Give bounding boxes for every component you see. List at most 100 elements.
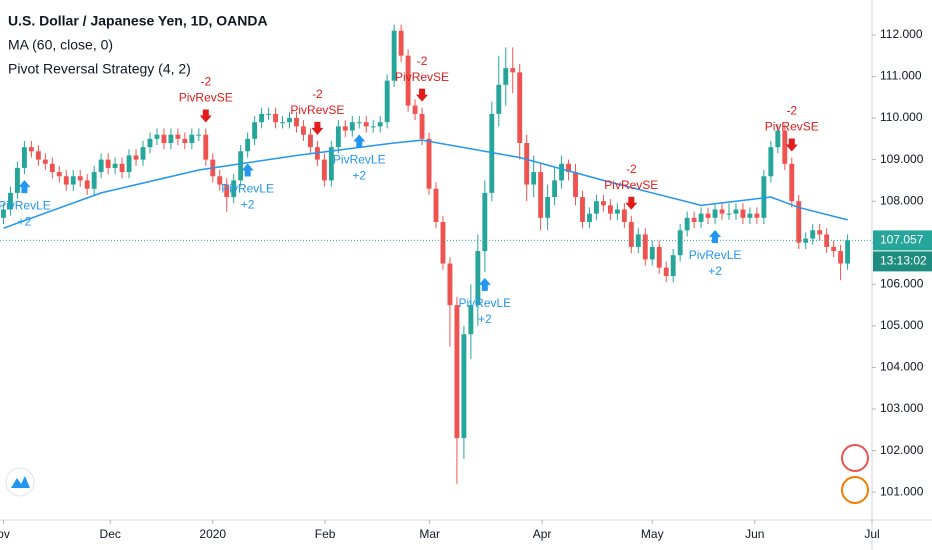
candle-body bbox=[405, 55, 411, 106]
y-tick-label: 111.000 bbox=[880, 69, 922, 83]
logo[interactable] bbox=[5, 467, 35, 497]
candle-body bbox=[524, 142, 530, 185]
candle-body bbox=[614, 209, 620, 214]
candle-body bbox=[768, 147, 774, 177]
candle-body bbox=[294, 118, 299, 127]
short-arrow bbox=[416, 88, 429, 102]
x-tick-label: Apr bbox=[533, 527, 552, 541]
candle-body bbox=[356, 122, 362, 124]
signal-label: PivRevSE bbox=[604, 178, 658, 192]
candle-body bbox=[649, 246, 655, 260]
signal-qty: -2 bbox=[786, 104, 797, 118]
candle-body bbox=[8, 192, 13, 210]
signal-label: PivRevLE bbox=[221, 182, 274, 196]
short-arrow bbox=[311, 121, 324, 135]
signal-qty: +2 bbox=[352, 169, 366, 183]
chart-title: U.S. Dollar / Japanese Yen, 1D, OANDA bbox=[8, 13, 268, 29]
indicator-label: Pivot Reversal Strategy (4, 2) bbox=[8, 61, 191, 77]
candle-body bbox=[126, 155, 132, 173]
candle-body bbox=[377, 122, 383, 127]
last-price-label: 107.057 bbox=[880, 233, 924, 247]
indicator-label: MA (60, close, 0) bbox=[8, 37, 113, 53]
signal-qty: -2 bbox=[312, 87, 323, 101]
signal-label: PivRevSE bbox=[179, 91, 233, 105]
x-tick-label: Dec bbox=[100, 527, 121, 541]
candle-body bbox=[482, 192, 488, 252]
signal-qty: +2 bbox=[478, 312, 492, 326]
long-arrow bbox=[353, 134, 366, 148]
candle-body bbox=[259, 113, 265, 123]
countdown-box bbox=[873, 251, 932, 272]
candle-body bbox=[301, 126, 306, 135]
candle-body bbox=[635, 234, 641, 247]
candle-body bbox=[761, 176, 767, 218]
y-tick-label: 102.000 bbox=[880, 443, 924, 457]
candle-body bbox=[468, 305, 474, 335]
candle-body bbox=[559, 163, 565, 181]
candle-body bbox=[105, 159, 111, 168]
countdown-label: 13:13:02 bbox=[880, 254, 927, 268]
candle-body bbox=[677, 230, 683, 256]
candle-body bbox=[517, 72, 523, 143]
signal-qty: +2 bbox=[18, 214, 32, 228]
candle-body bbox=[14, 167, 20, 193]
candle-body bbox=[538, 172, 544, 218]
candle-body bbox=[691, 217, 697, 222]
candle-body bbox=[349, 122, 355, 131]
candle-body bbox=[587, 213, 592, 222]
candle-body bbox=[203, 134, 209, 160]
x-tick-label: 2020 bbox=[199, 527, 226, 541]
candle-body bbox=[77, 176, 83, 181]
candle-body bbox=[754, 213, 760, 218]
candle-body bbox=[684, 217, 690, 231]
signal-label: PivRevLE bbox=[333, 153, 386, 167]
candle-body bbox=[803, 238, 809, 243]
candle-body bbox=[168, 134, 174, 143]
candle-body bbox=[705, 213, 711, 218]
signal-qty: +2 bbox=[241, 198, 255, 212]
short-arrow bbox=[785, 138, 798, 152]
candle-body bbox=[182, 138, 188, 143]
candle-body bbox=[531, 172, 537, 185]
candle-body bbox=[328, 147, 334, 181]
candle-body bbox=[496, 84, 502, 114]
candle-body bbox=[719, 209, 725, 214]
logo-circle[interactable] bbox=[5, 467, 35, 497]
candle-body bbox=[607, 205, 613, 214]
candle-body bbox=[266, 113, 272, 115]
long-arrow bbox=[18, 180, 31, 194]
candle-body bbox=[154, 134, 160, 139]
candle-body bbox=[42, 159, 48, 164]
candle-body bbox=[670, 255, 676, 277]
candle-body bbox=[573, 172, 578, 198]
x-tick-label: Jun bbox=[745, 527, 764, 541]
candle-body bbox=[98, 159, 104, 173]
candle-body bbox=[224, 184, 230, 198]
candle-body bbox=[663, 267, 669, 277]
ma-line bbox=[3, 139, 848, 229]
candle-body bbox=[440, 221, 446, 264]
y-tick-label: 101.000 bbox=[880, 484, 924, 498]
candle-body bbox=[817, 230, 823, 235]
candle-body bbox=[252, 122, 258, 139]
logo-icon[interactable] bbox=[11, 476, 30, 488]
candle-body bbox=[161, 134, 167, 143]
candle-body bbox=[273, 113, 278, 123]
candle-body bbox=[1, 209, 6, 218]
x-tick-label: May bbox=[641, 527, 664, 541]
candle-body bbox=[398, 30, 404, 56]
candle-body bbox=[433, 188, 439, 222]
x-tick-label: ov bbox=[0, 527, 10, 541]
candle-body bbox=[782, 130, 788, 164]
candle-body bbox=[119, 163, 125, 173]
short-arrow bbox=[199, 109, 212, 123]
candle-body bbox=[726, 213, 732, 215]
candle-body bbox=[789, 163, 795, 202]
candle-body bbox=[238, 151, 244, 181]
long-arrow bbox=[709, 230, 722, 244]
candle-body bbox=[656, 246, 662, 268]
candle-body bbox=[147, 138, 153, 148]
flag-icon bbox=[841, 444, 869, 472]
